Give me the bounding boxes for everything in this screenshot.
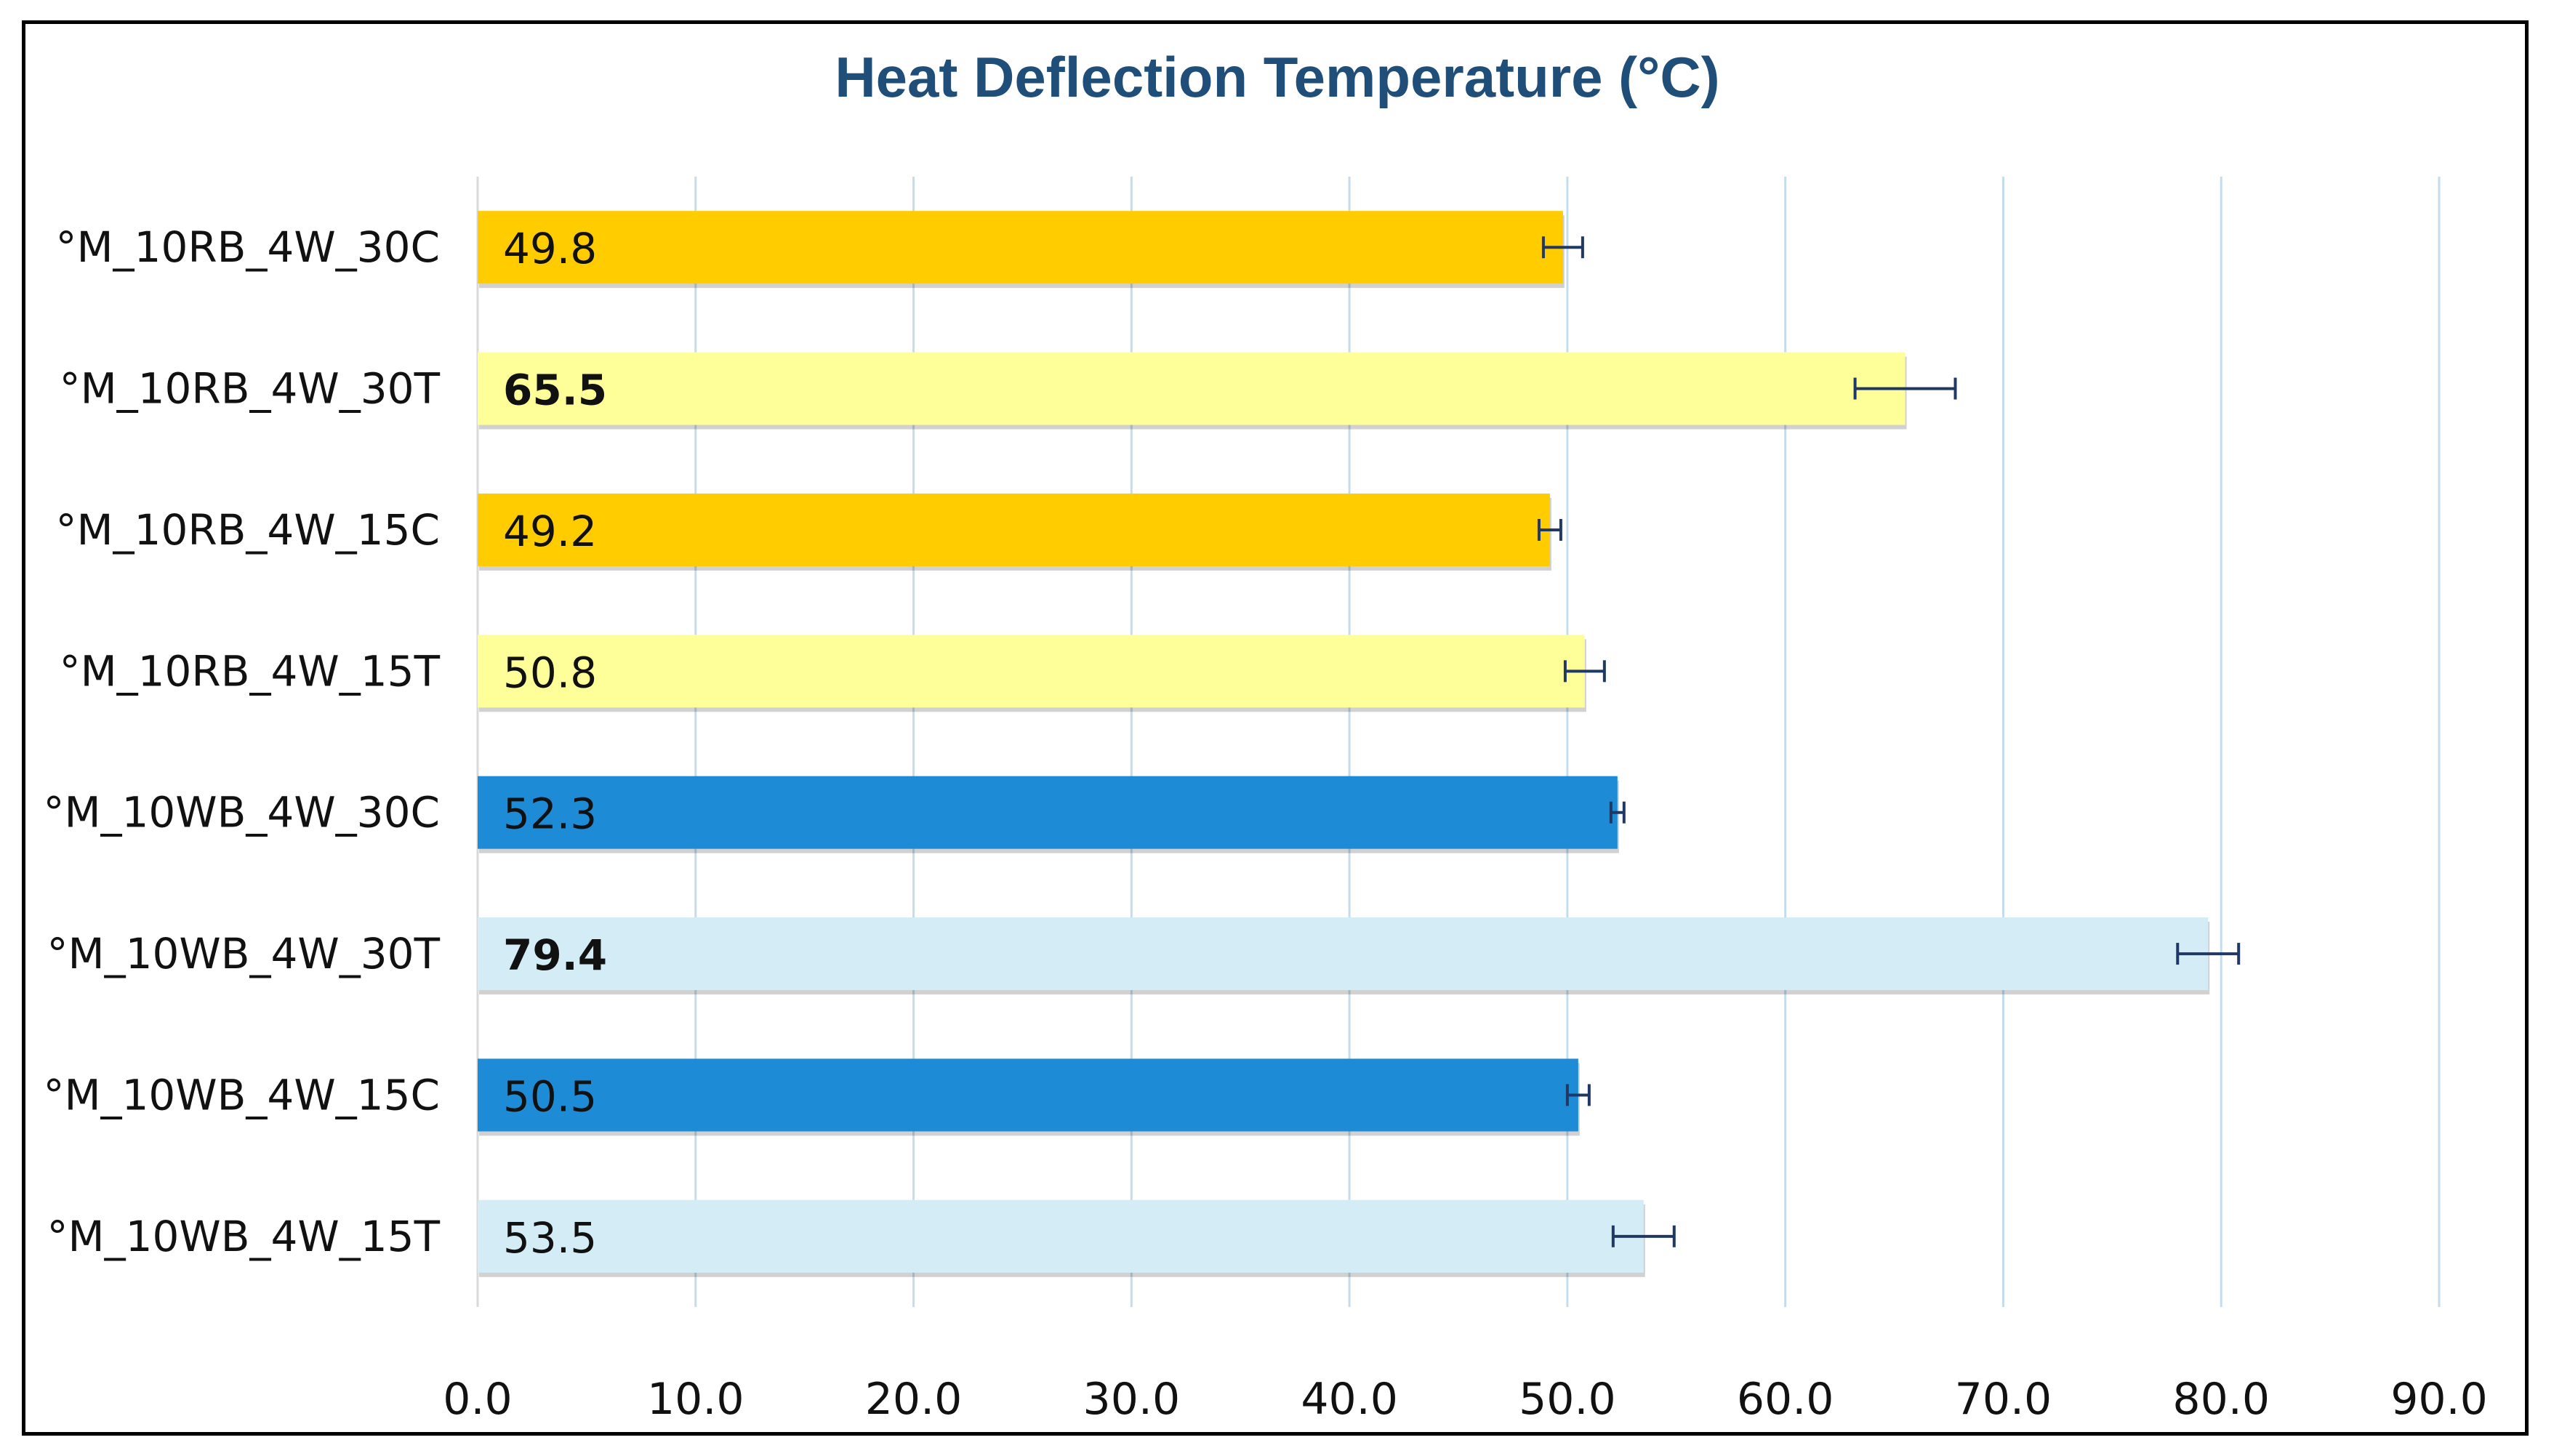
bar (478, 1199, 1644, 1273)
x-tick-label: 10.0 (647, 1374, 744, 1425)
data-label: 65.5 (503, 366, 607, 415)
x-tick-label: 40.0 (1301, 1374, 1398, 1425)
labels: 0.0 10.0 20.0 30.0 40.0 50.0 60.0 70.0 80.0 90.0 °… (43, 222, 2487, 1425)
x-tick-label: 90.0 (2390, 1374, 2488, 1425)
bar (478, 352, 1906, 425)
x-tick-label: 20.0 (865, 1374, 963, 1425)
data-label: 50.8 (503, 648, 597, 697)
bar (478, 776, 1618, 849)
x-tick-label: 0.0 (443, 1374, 512, 1425)
x-tick-label: 60.0 (1737, 1374, 1834, 1425)
category-label: °M_10WB_4W_30T (47, 929, 441, 978)
bar (478, 1058, 1578, 1132)
x-tick-label: 30.0 (1083, 1374, 1181, 1425)
category-label: °M_10RB_4W_30C (56, 222, 441, 272)
category-label: °M_10WB_4W_15T (47, 1212, 441, 1261)
category-label: °M_10RB_4W_30T (60, 364, 441, 414)
x-tick-label: 80.0 (2172, 1374, 2270, 1425)
data-label: 49.2 (503, 507, 597, 556)
x-tick-label: 70.0 (1955, 1374, 2052, 1425)
data-label: 49.8 (503, 224, 597, 273)
bar (478, 917, 2209, 991)
data-label: 79.4 (503, 930, 607, 980)
data-label: 53.5 (503, 1213, 597, 1263)
category-label: °M_10WB_4W_15C (43, 1070, 440, 1119)
bars (478, 211, 2241, 1277)
category-label: °M_10RB_4W_15C (56, 505, 441, 555)
grid-lines (476, 177, 2441, 1307)
data-label: 52.3 (503, 789, 597, 839)
x-tick-label: 50.0 (1519, 1374, 1616, 1425)
chart-title: Heat Deflection Temperature (°C) (835, 45, 1719, 109)
data-label: 50.5 (503, 1071, 597, 1121)
bar (478, 211, 1563, 284)
bar (478, 635, 1585, 708)
bar-chart: Heat Deflection Temperature (°C) 0.0 10.0… (43, 45, 2487, 1425)
chart-frame: Heat Deflection Temperature (°C) 0.0 10.0… (22, 20, 2529, 1436)
category-label: °M_10WB_4W_30C (43, 788, 440, 837)
category-label: °M_10RB_4W_15T (60, 646, 441, 696)
bar (478, 493, 1550, 566)
